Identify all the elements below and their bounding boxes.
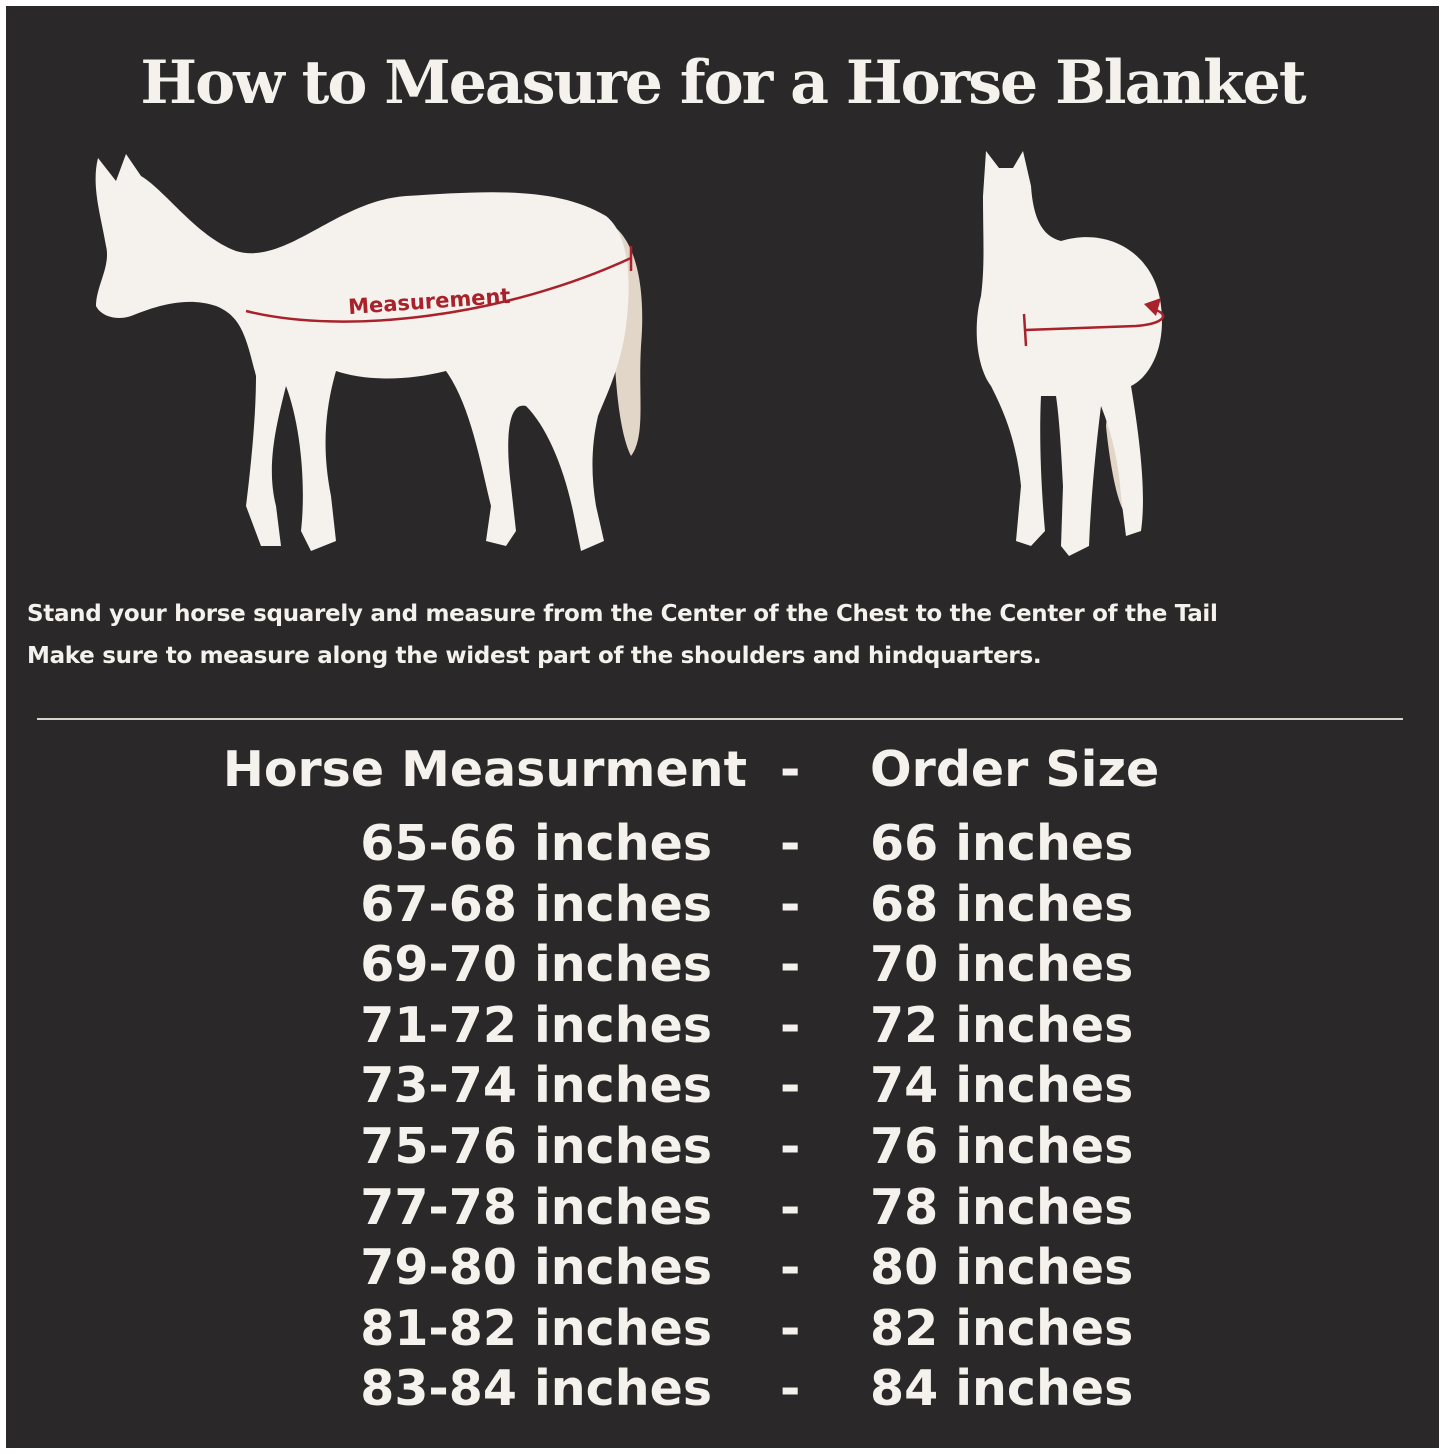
- table-row: 69-70 inches - 70 inches: [6, 935, 1439, 995]
- separator-cell: -: [780, 875, 801, 933]
- table-row: 75-76 inches - 76 inches: [6, 1117, 1439, 1177]
- measurement-cell: 65-66 inches: [360, 815, 712, 872]
- measurement-cell: 69-70 inches: [360, 936, 712, 994]
- separator-cell: -: [780, 996, 801, 1054]
- horse-side-body: [95, 154, 629, 551]
- separator-cell: -: [780, 1178, 801, 1236]
- table-row: 73-74 inches - 74 inches: [6, 1056, 1439, 1116]
- measurement-line-side: [245, 256, 632, 323]
- separator-cell: -: [780, 1299, 801, 1357]
- header-order-size: Order Size: [870, 741, 1160, 798]
- order-size-cell: 72 inches: [870, 996, 1134, 1054]
- table-header: Horse Measurment - Order Size: [6, 740, 1439, 800]
- measurement-cell: 67-68 inches: [360, 875, 712, 933]
- order-size-cell: 82 inches: [870, 1299, 1134, 1357]
- table-row: 71-72 inches - 72 inches: [6, 996, 1439, 1056]
- order-size-cell: 70 inches: [870, 936, 1134, 994]
- instruction-line-2: Make sure to measure along the widest pa…: [27, 643, 1042, 669]
- separator-cell: -: [780, 1118, 801, 1175]
- order-size-cell: 74 inches: [870, 1057, 1134, 1115]
- table-row: 67-68 inches - 68 inches: [6, 875, 1439, 935]
- separator-cell: -: [780, 815, 801, 872]
- horse-front-body: [976, 151, 1162, 556]
- measurement-cell: 83-84 inches: [360, 1360, 712, 1418]
- order-size-cell: 78 inches: [870, 1178, 1134, 1236]
- order-size-cell: 66 inches: [870, 815, 1134, 872]
- order-size-cell: 84 inches: [870, 1360, 1134, 1418]
- measurement-cell: 81-82 inches: [360, 1299, 712, 1357]
- instruction-line-1: Stand your horse squarely and measure fr…: [27, 601, 1218, 627]
- page-title: How to Measure for a Horse Blanket: [140, 48, 1306, 118]
- horse-front-view-illustration: [976, 151, 1165, 556]
- measurement-cell: 79-80 inches: [360, 1239, 712, 1297]
- table-row: 65-66 inches - 66 inches: [6, 814, 1439, 874]
- header-separator: -: [780, 741, 801, 798]
- separator-cell: -: [780, 936, 801, 994]
- measurement-line-front: [1024, 308, 1165, 332]
- table-row: 81-82 inches - 82 inches: [6, 1299, 1439, 1359]
- measurement-cell: 71-72 inches: [360, 996, 712, 1054]
- order-size-cell: 68 inches: [870, 875, 1134, 933]
- horse-side-view-illustration: Measurement: [95, 154, 643, 551]
- order-size-cell: 76 inches: [870, 1118, 1134, 1175]
- table-row: 77-78 inches - 78 inches: [6, 1178, 1439, 1238]
- separator-cell: -: [780, 1360, 801, 1418]
- separator-cell: -: [780, 1057, 801, 1115]
- measurement-cell: 77-78 inches: [360, 1178, 712, 1236]
- infographic: How to Measure for a Horse Blanket Measu…: [6, 6, 1439, 1448]
- table-row: 83-84 inches - 84 inches: [6, 1359, 1439, 1419]
- measurement-cell: 75-76 inches: [360, 1118, 712, 1175]
- divider: [37, 718, 1403, 720]
- table-row: 79-80 inches - 80 inches: [6, 1238, 1439, 1298]
- order-size-cell: 80 inches: [870, 1239, 1134, 1297]
- header-measurement: Horse Measurment: [222, 741, 747, 798]
- separator-cell: -: [780, 1239, 801, 1297]
- arrow-icon: [1144, 298, 1161, 316]
- measurement-cell: 73-74 inches: [360, 1057, 712, 1115]
